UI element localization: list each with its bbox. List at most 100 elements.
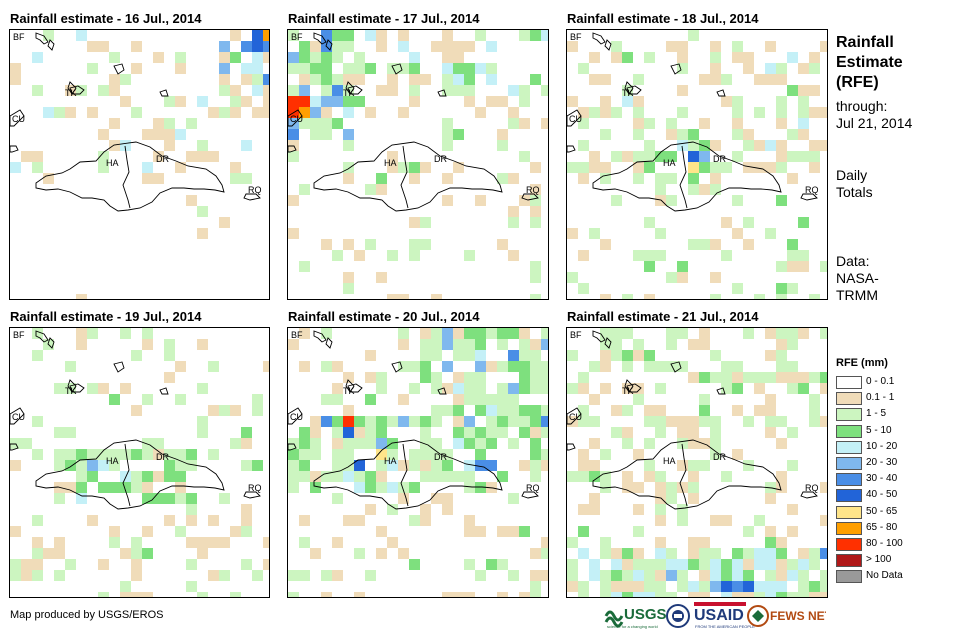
rain-cell — [288, 592, 299, 597]
rain-cell — [420, 504, 431, 515]
rain-cell — [175, 394, 186, 405]
rain-cell — [519, 361, 530, 372]
rain-cell — [142, 162, 153, 173]
side-title: Rainfall Estimate (RFE) — [836, 33, 956, 93]
rainfall-map-17-jul: BF CU TK HA DR RQ — [287, 29, 549, 300]
rain-cell — [743, 162, 754, 173]
rain-cell — [131, 471, 142, 482]
rain-cell — [321, 96, 332, 107]
rain-cell — [721, 74, 732, 85]
rainfall-map-19-jul: BF CU TK HA DR RQ — [9, 327, 270, 598]
rain-cell — [442, 74, 453, 85]
rain-cell — [365, 30, 376, 41]
rain-cell — [655, 515, 666, 526]
map-label-ha: HA — [663, 158, 676, 168]
rain-cell — [332, 493, 343, 504]
rain-cell — [732, 41, 743, 52]
rain-cell — [142, 526, 153, 537]
rain-cell — [431, 449, 442, 460]
rain-cell — [453, 350, 464, 361]
rain-cell — [321, 74, 332, 85]
rain-cell — [464, 416, 475, 427]
map-label-cu: CU — [569, 412, 582, 422]
rain-cell — [354, 96, 365, 107]
rain-cell — [288, 118, 299, 129]
rain-cell — [644, 350, 655, 361]
rain-cell — [611, 195, 622, 206]
rain-cell — [644, 405, 655, 416]
rain-cell — [798, 250, 809, 261]
rain-cell — [420, 350, 431, 361]
rain-cell-intense — [343, 427, 354, 438]
rain-cell — [164, 515, 175, 526]
rain-cell — [589, 74, 600, 85]
rain-cell — [299, 85, 310, 96]
rain-cell — [644, 261, 655, 272]
rain-cell — [644, 52, 655, 63]
rain-cell — [578, 471, 589, 482]
rain-cell — [578, 63, 589, 74]
rain-cell — [765, 74, 776, 85]
rain-cell — [464, 427, 475, 438]
rain-cell — [310, 129, 321, 140]
rain-cell — [453, 129, 464, 140]
rain-cell — [809, 372, 820, 383]
rain-cell — [530, 592, 541, 597]
rain-cell — [820, 261, 827, 272]
rain-cell — [420, 361, 431, 372]
rain-cell — [420, 471, 431, 482]
rain-cell — [32, 537, 43, 548]
rain-cell — [241, 96, 252, 107]
logo-strip: USGS science for a changing world USAID … — [604, 602, 833, 630]
rain-cell — [299, 328, 310, 339]
rain-cell — [699, 162, 710, 173]
rain-cell — [299, 184, 310, 195]
panel-title-17: Rainfall estimate - 17 Jul., 2014 — [288, 11, 480, 26]
rain-cell — [765, 416, 776, 427]
rain-cell — [754, 162, 765, 173]
rain-cell — [787, 559, 798, 570]
rain-cell — [820, 383, 827, 394]
rain-cell — [567, 228, 578, 239]
rain-cell — [32, 449, 43, 460]
rain-cell — [241, 427, 252, 438]
rain-cell — [688, 427, 699, 438]
coastline-hisp — [313, 439, 503, 510]
coastline-jam — [567, 443, 576, 451]
rain-cell — [622, 294, 633, 299]
rain-cell — [776, 74, 787, 85]
rain-cell — [666, 570, 677, 581]
rain-cell — [464, 515, 475, 526]
rain-cell — [65, 482, 76, 493]
rain-cell — [365, 63, 376, 74]
rain-cell — [332, 250, 343, 261]
rain-cell — [241, 173, 252, 184]
rain-cell — [765, 427, 776, 438]
rain-cell — [633, 250, 644, 261]
rain-cell — [530, 471, 541, 482]
rain-cell — [776, 559, 787, 570]
rain-cell — [497, 394, 508, 405]
rain-cell — [299, 427, 310, 438]
rain-cell — [677, 504, 688, 515]
rain-cell — [131, 537, 142, 548]
fewsnet-text: FEWS NET — [770, 609, 826, 623]
rain-cell — [453, 63, 464, 74]
rain-cell — [263, 52, 269, 63]
coastline-tk — [626, 383, 642, 393]
rain-cell — [721, 372, 732, 383]
rain-cell — [54, 460, 65, 471]
rain-cell — [787, 460, 798, 471]
rain-cell — [710, 438, 721, 449]
rain-cell — [332, 41, 343, 52]
rain-cell — [699, 438, 710, 449]
rain-cell — [431, 383, 442, 394]
rain-cell — [131, 559, 142, 570]
rain-cell — [230, 173, 241, 184]
rain-cell — [98, 449, 109, 460]
rain-cell — [688, 129, 699, 140]
rain-cell — [743, 559, 754, 570]
rain-cell — [376, 471, 387, 482]
usaid-tagline: FROM THE AMERICAN PEOPLE — [695, 624, 755, 629]
rain-cell — [142, 548, 153, 559]
